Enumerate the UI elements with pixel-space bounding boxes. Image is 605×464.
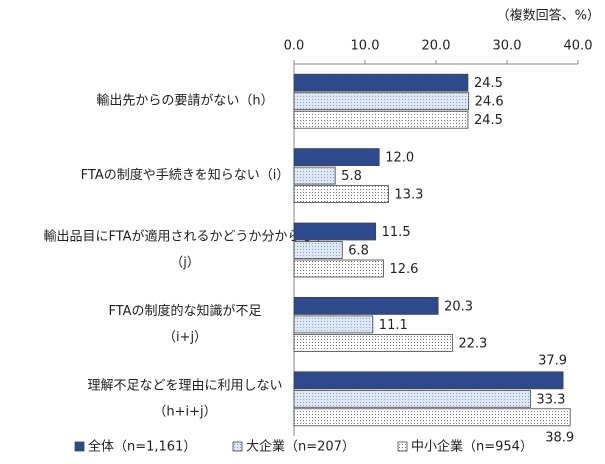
bar	[293, 73, 469, 92]
category-label: FTAの制度や手続きを知らない（i）	[81, 167, 290, 183]
value-label: 12.6	[389, 262, 418, 277]
x-tick-label: 20.0	[422, 39, 451, 54]
x-tick-label: 10.0	[351, 39, 380, 54]
x-tick-label: 40.0	[564, 39, 593, 54]
value-label: 24.5	[474, 113, 503, 128]
bar	[293, 389, 531, 408]
category-label: 輸出品目にFTAが適用されるかどうか分からない	[43, 229, 326, 245]
legend-swatch	[74, 441, 85, 452]
value-label: 11.1	[379, 318, 408, 333]
bar	[293, 408, 571, 427]
unit-label: （複数回答、%）	[497, 8, 600, 24]
value-label: 5.8	[341, 169, 362, 184]
category-label: （i+j）	[163, 330, 207, 345]
bar	[293, 148, 380, 167]
legend-label: 中小企業（n=954）	[411, 439, 533, 455]
legend-swatch	[232, 441, 243, 452]
bar	[293, 259, 384, 278]
value-label: 37.9	[538, 353, 567, 368]
bar	[293, 166, 336, 185]
bar	[293, 185, 389, 204]
value-label: 20.3	[444, 299, 473, 314]
category-label: 輸出先からの要請がない（h）	[96, 94, 273, 109]
value-label: 6.8	[348, 244, 369, 259]
value-label: 24.6	[475, 95, 504, 110]
legend-swatch	[397, 441, 408, 452]
value-label: 38.9	[545, 430, 574, 445]
legend-label: 大企業（n=207）	[246, 439, 355, 455]
bar	[293, 92, 470, 111]
value-label: 12.0	[385, 151, 414, 166]
legend-label: 全体（n=1,161）	[88, 439, 196, 455]
category-label: 理解不足などを理由に利用しない	[87, 378, 282, 393]
value-label: 24.5	[474, 76, 503, 91]
bar	[293, 241, 343, 259]
category-label: （h+i+j）	[153, 404, 216, 419]
bar	[293, 333, 453, 352]
value-label: 13.3	[394, 188, 423, 203]
bar	[293, 315, 374, 334]
category-label: （j）	[170, 256, 200, 271]
bar	[293, 110, 469, 129]
value-label: 33.3	[536, 392, 565, 407]
x-tick-label: 30.0	[493, 39, 522, 54]
bar	[293, 222, 377, 241]
category-label: FTAの制度的な知識が不足	[108, 303, 261, 319]
value-label: 22.3	[458, 336, 487, 351]
bar	[293, 371, 564, 390]
value-label: 11.5	[382, 225, 411, 240]
bar	[293, 296, 439, 315]
x-tick-label: 0.0	[284, 39, 305, 54]
